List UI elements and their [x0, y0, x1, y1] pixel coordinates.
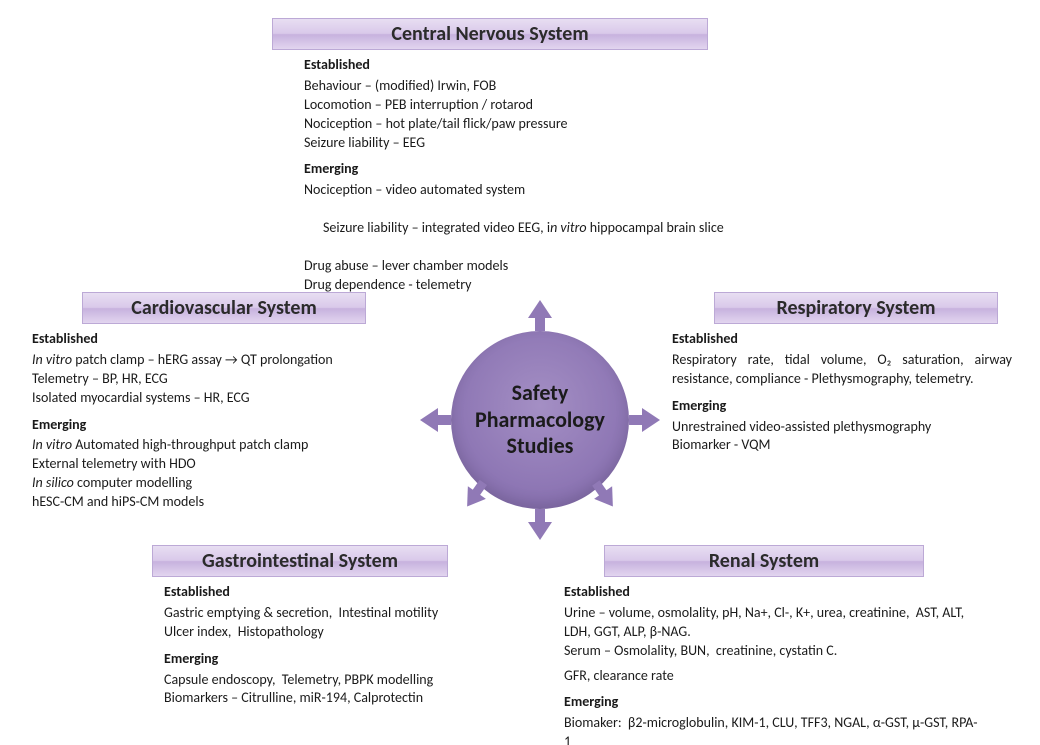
resp-established-label: Established	[672, 330, 1012, 349]
cv-header-label: Cardiovascular System	[131, 296, 317, 320]
resp-emg-line: Unrestrained video-assisted plethysmogra…	[672, 418, 1012, 437]
resp-emg-line: Biomarker - VQM	[672, 436, 1012, 455]
cns-header-label: Central Nervous System	[391, 22, 588, 46]
gi-header-label: Gastrointestinal System	[202, 549, 398, 573]
cv-emerging-label: Emerging	[32, 416, 412, 435]
cns-est-line: Nociception – hot plate/tail flick/paw p…	[304, 115, 804, 134]
hub-line3: Studies	[507, 432, 574, 459]
gi-body: Established Gastric emptying & secretion…	[164, 581, 544, 708]
gi-est-line: Gastric emptying & secretion, Intestinal…	[164, 604, 544, 623]
cns-emg-line: Drug abuse – lever chamber models	[304, 257, 804, 276]
hub-line1: Safety	[512, 379, 569, 406]
cv-est-line: Isolated myocardial systems – HR, ECG	[32, 389, 412, 408]
resp-est-line: Respiratory rate, tidal volume, O₂ satur…	[672, 351, 1012, 389]
cns-body: Established Behaviour – (modified) Irwin…	[304, 54, 804, 295]
cns-emg-line: Seizure liability – integrated video EEG…	[304, 200, 804, 257]
renal-header-label: Renal System	[709, 549, 819, 573]
cns-emg-line: Nociception – video automated system	[304, 181, 804, 200]
renal-established-label: Established	[564, 583, 984, 602]
cns-emerging-label: Emerging	[304, 160, 804, 179]
renal-est-line: Serum – Osmolality, BUN, creatinine, cys…	[564, 642, 984, 661]
hub-arrow-lower-left-icon	[458, 486, 486, 513]
gi-est-line: Ulcer index, Histopathology	[164, 623, 544, 642]
hub-arrow-up-icon	[528, 300, 552, 318]
resp-body: Established Respiratory rate, tidal volu…	[672, 328, 1012, 455]
hub-arrow-right-icon	[642, 408, 660, 432]
hub-title: Safety Pharmacology Studies	[475, 380, 605, 459]
resp-emerging-label: Emerging	[672, 397, 1012, 416]
cv-header: Cardiovascular System	[82, 292, 366, 324]
hub-arrow-lower-right-icon	[594, 486, 622, 513]
resp-header: Respiratory System	[714, 292, 998, 324]
gi-emerging-label: Emerging	[164, 650, 544, 669]
cv-emg-line: External telemetry with HDO	[32, 455, 412, 474]
gi-established-label: Established	[164, 583, 544, 602]
cv-est-line: In vitro patch clamp – hERG assay → QT p…	[32, 351, 412, 370]
cv-emg-line: In silico computer modelling	[32, 474, 412, 493]
cns-header: Central Nervous System	[272, 18, 708, 50]
cns-est-line: Locomotion – PEB interruption / rotarod	[304, 96, 804, 115]
renal-est-line: Urine – volume, osmolality, pH, Na+, Cl-…	[564, 604, 984, 642]
renal-est-line: GFR, clearance rate	[564, 667, 984, 686]
hub-arrow-left-icon	[420, 408, 438, 432]
cns-est-line: Behaviour – (modified) Irwin, FOB	[304, 77, 804, 96]
cv-established-label: Established	[32, 330, 412, 349]
gi-header: Gastrointestinal System	[152, 545, 448, 577]
hub-arrow-down-icon	[528, 522, 552, 540]
hub-line2: Pharmacology	[475, 406, 605, 433]
cv-emg-line: In vitro Automated high-throughput patch…	[32, 436, 412, 455]
cv-emg-line: hESC-CM and hiPS-CM models	[32, 493, 412, 512]
cns-est-line: Seizure liability – EEG	[304, 134, 804, 153]
renal-emerging-label: Emerging	[564, 693, 984, 712]
cns-established-label: Established	[304, 56, 804, 75]
renal-emg-line: Biomaker: β2-microglobulin, KIM-1, CLU, …	[564, 714, 984, 745]
gi-emg-line: Biomarkers – Citrulline, miR-194, Calpro…	[164, 689, 544, 708]
diagram-canvas: Safety Pharmacology Studies Central Nerv…	[0, 0, 1040, 745]
cv-est-line: Telemetry – BP, HR, ECG	[32, 370, 412, 389]
gi-emg-line: Capsule endoscopy, Telemetry, PBPK model…	[164, 671, 544, 690]
resp-header-label: Respiratory System	[777, 296, 936, 320]
cv-body: Established In vitro patch clamp – hERG …	[32, 328, 412, 512]
renal-header: Renal System	[604, 545, 924, 577]
renal-body: Established Urine – volume, osmolality, …	[564, 581, 984, 745]
